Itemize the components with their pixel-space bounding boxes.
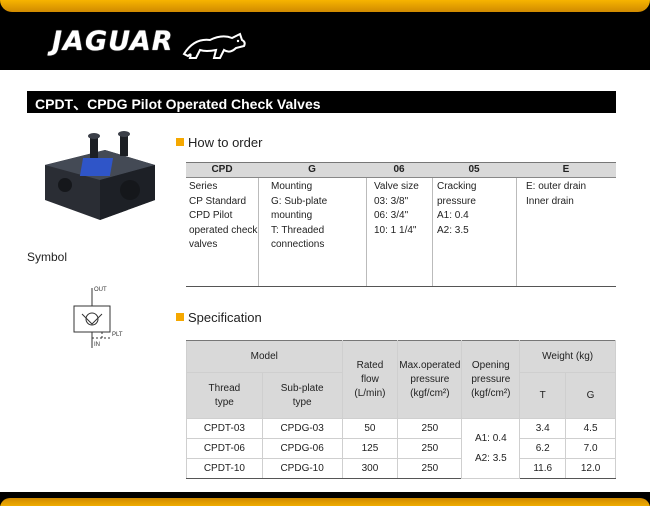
- header-gold-band: [0, 0, 650, 12]
- order-header-05: 05: [468, 164, 480, 175]
- valve-product-image: [45, 131, 155, 220]
- symbol-label: Symbol: [27, 250, 68, 264]
- order-code-table: CPD G 06 05 E Series CP Standard CPD Pil…: [186, 162, 616, 287]
- footer-gold-band: [0, 498, 650, 506]
- port-out-label: OUT: [94, 287, 107, 293]
- opening-pressure-header: Opening pressure (kgf/cm²): [461, 340, 521, 419]
- weight-header: Weight (kg): [519, 340, 616, 373]
- brand-logo: JAGUAR: [52, 26, 252, 66]
- weight-g-header: G: [565, 372, 616, 419]
- thread-type-header: Thread type: [186, 372, 263, 419]
- port-plt-label: PLT: [112, 332, 123, 338]
- opening-pressure-values: A1: 0.4 A2: 3.5: [461, 418, 521, 479]
- order-code-header: CPD G 06 05 E: [186, 162, 616, 178]
- how-to-order-heading: How to order: [176, 135, 262, 150]
- order-col-valve-size: Valve size 03: 3/8" 06: 3/4" 10: 1 1/4": [374, 181, 419, 236]
- specification-table: Model Rated flow (L/min) Max.operated press…: [186, 340, 616, 479]
- divider: [366, 178, 367, 286]
- logo-text: JAGUAR: [52, 26, 174, 57]
- table-row: CPDT-10 CPDG-10 300 250 11.6 12.0: [186, 458, 616, 479]
- subplate-type-header: Sub-plate type: [261, 372, 343, 419]
- model-header: Model: [186, 340, 343, 373]
- jaguar-icon: [182, 32, 246, 59]
- order-col-cracking: Cracking pressure A1: 0.4 A2: 3.5: [437, 181, 477, 236]
- table-row: CPDT-06 CPDG-06 125 250 6.2 7.0: [186, 438, 616, 459]
- order-col-drain: E: outer drain Inner drain: [526, 181, 587, 207]
- order-col-mounting: Mounting G: Sub-plate mounting T: Thread…: [271, 181, 328, 250]
- header-bar: JAGUAR: [0, 0, 650, 70]
- specification-heading: Specification: [176, 310, 262, 325]
- page-title: CPDT、CPDG Pilot Operated Check Valves: [35, 96, 321, 112]
- divider: [516, 178, 517, 286]
- max-pressure-header: Max.operated pressure (kgf/cm²): [397, 340, 463, 419]
- page-title-bar: CPDT、CPDG Pilot Operated Check Valves: [27, 91, 616, 113]
- port-in-label: IN: [94, 342, 100, 348]
- order-header-06: 06: [393, 164, 405, 175]
- section-marker: [176, 138, 184, 146]
- check-valve-symbol: [73, 288, 111, 348]
- footer-bar: [0, 492, 650, 506]
- divider: [432, 178, 433, 286]
- weight-t-header: T: [519, 372, 567, 419]
- section-marker: [176, 313, 184, 321]
- order-header-e: E: [562, 164, 570, 175]
- divider: [258, 178, 259, 286]
- table-row: CPDT-03 CPDG-03 50 250 A1: 0.4 A2: 3.5 3.…: [186, 418, 616, 479]
- order-header-g: G: [308, 164, 316, 175]
- rated-flow-header: Rated flow (L/min): [341, 340, 399, 419]
- order-header-cpd: CPD: [211, 164, 233, 175]
- order-col-series: Series CP Standard CPD Pilot operated ch…: [189, 181, 258, 250]
